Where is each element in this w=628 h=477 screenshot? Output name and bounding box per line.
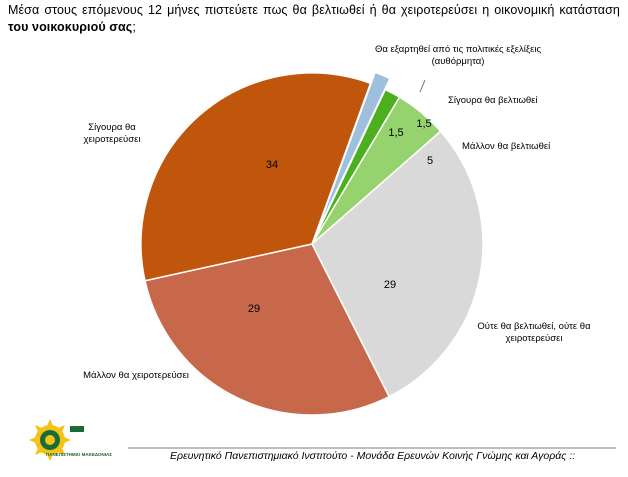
slice-category-label-3: Ούτε θα βελτιωθεί, ούτε θα χειροτερεύσει: [477, 321, 591, 344]
pie-slice-3: [311, 130, 484, 398]
slice-value-label-4: 29: [248, 303, 260, 315]
question-end: ;: [132, 20, 136, 34]
leader-line: [419, 79, 426, 93]
slice-category-label-1: Σίγουρα θα βελτιωθεί: [448, 95, 538, 106]
slice-category-label-4: Μάλλον θα χειροτερεύσει: [83, 370, 189, 381]
pie-slice-0: [315, 71, 391, 234]
slice-value-label-5: 34: [266, 159, 278, 171]
slice-category-label-5: Σίγουρα θα χειροτερεύσει: [84, 122, 141, 145]
slice-value-label-2: 5: [427, 155, 433, 167]
pie-slice-5: [140, 72, 372, 282]
slice-value-label-3: 29: [384, 279, 396, 291]
slice-value-label-0: 1,5: [388, 127, 403, 139]
footer-text: Ερευνητικό Πανεπιστημιακό Ινστιτούτο - Μ…: [170, 450, 576, 462]
question-bold: του νοικοκυριού σας: [8, 20, 133, 34]
footer-divider: [128, 447, 616, 449]
question-main: Μέσα στους επόμενους 12 μήνες πιστεύετε …: [8, 3, 620, 17]
university-logo: [26, 418, 122, 472]
logo-caption: ΠΑΝΕΠΙΣΤΗΜΙΟ ΜΑΚΕΔΟΝΙΑΣ: [45, 452, 112, 457]
pie-slice-4: [144, 243, 391, 416]
slice-value-label-1: 1,5: [416, 118, 431, 130]
slice-category-label-0: Θα εξαρτηθεί από τις πολιτικές εξελίξεις…: [375, 44, 542, 67]
question-text: Μέσα στους επόμενους 12 μήνες πιστεύετε …: [8, 2, 620, 36]
slice-category-label-2: Μάλλον θα βελτιωθεί: [462, 141, 551, 152]
